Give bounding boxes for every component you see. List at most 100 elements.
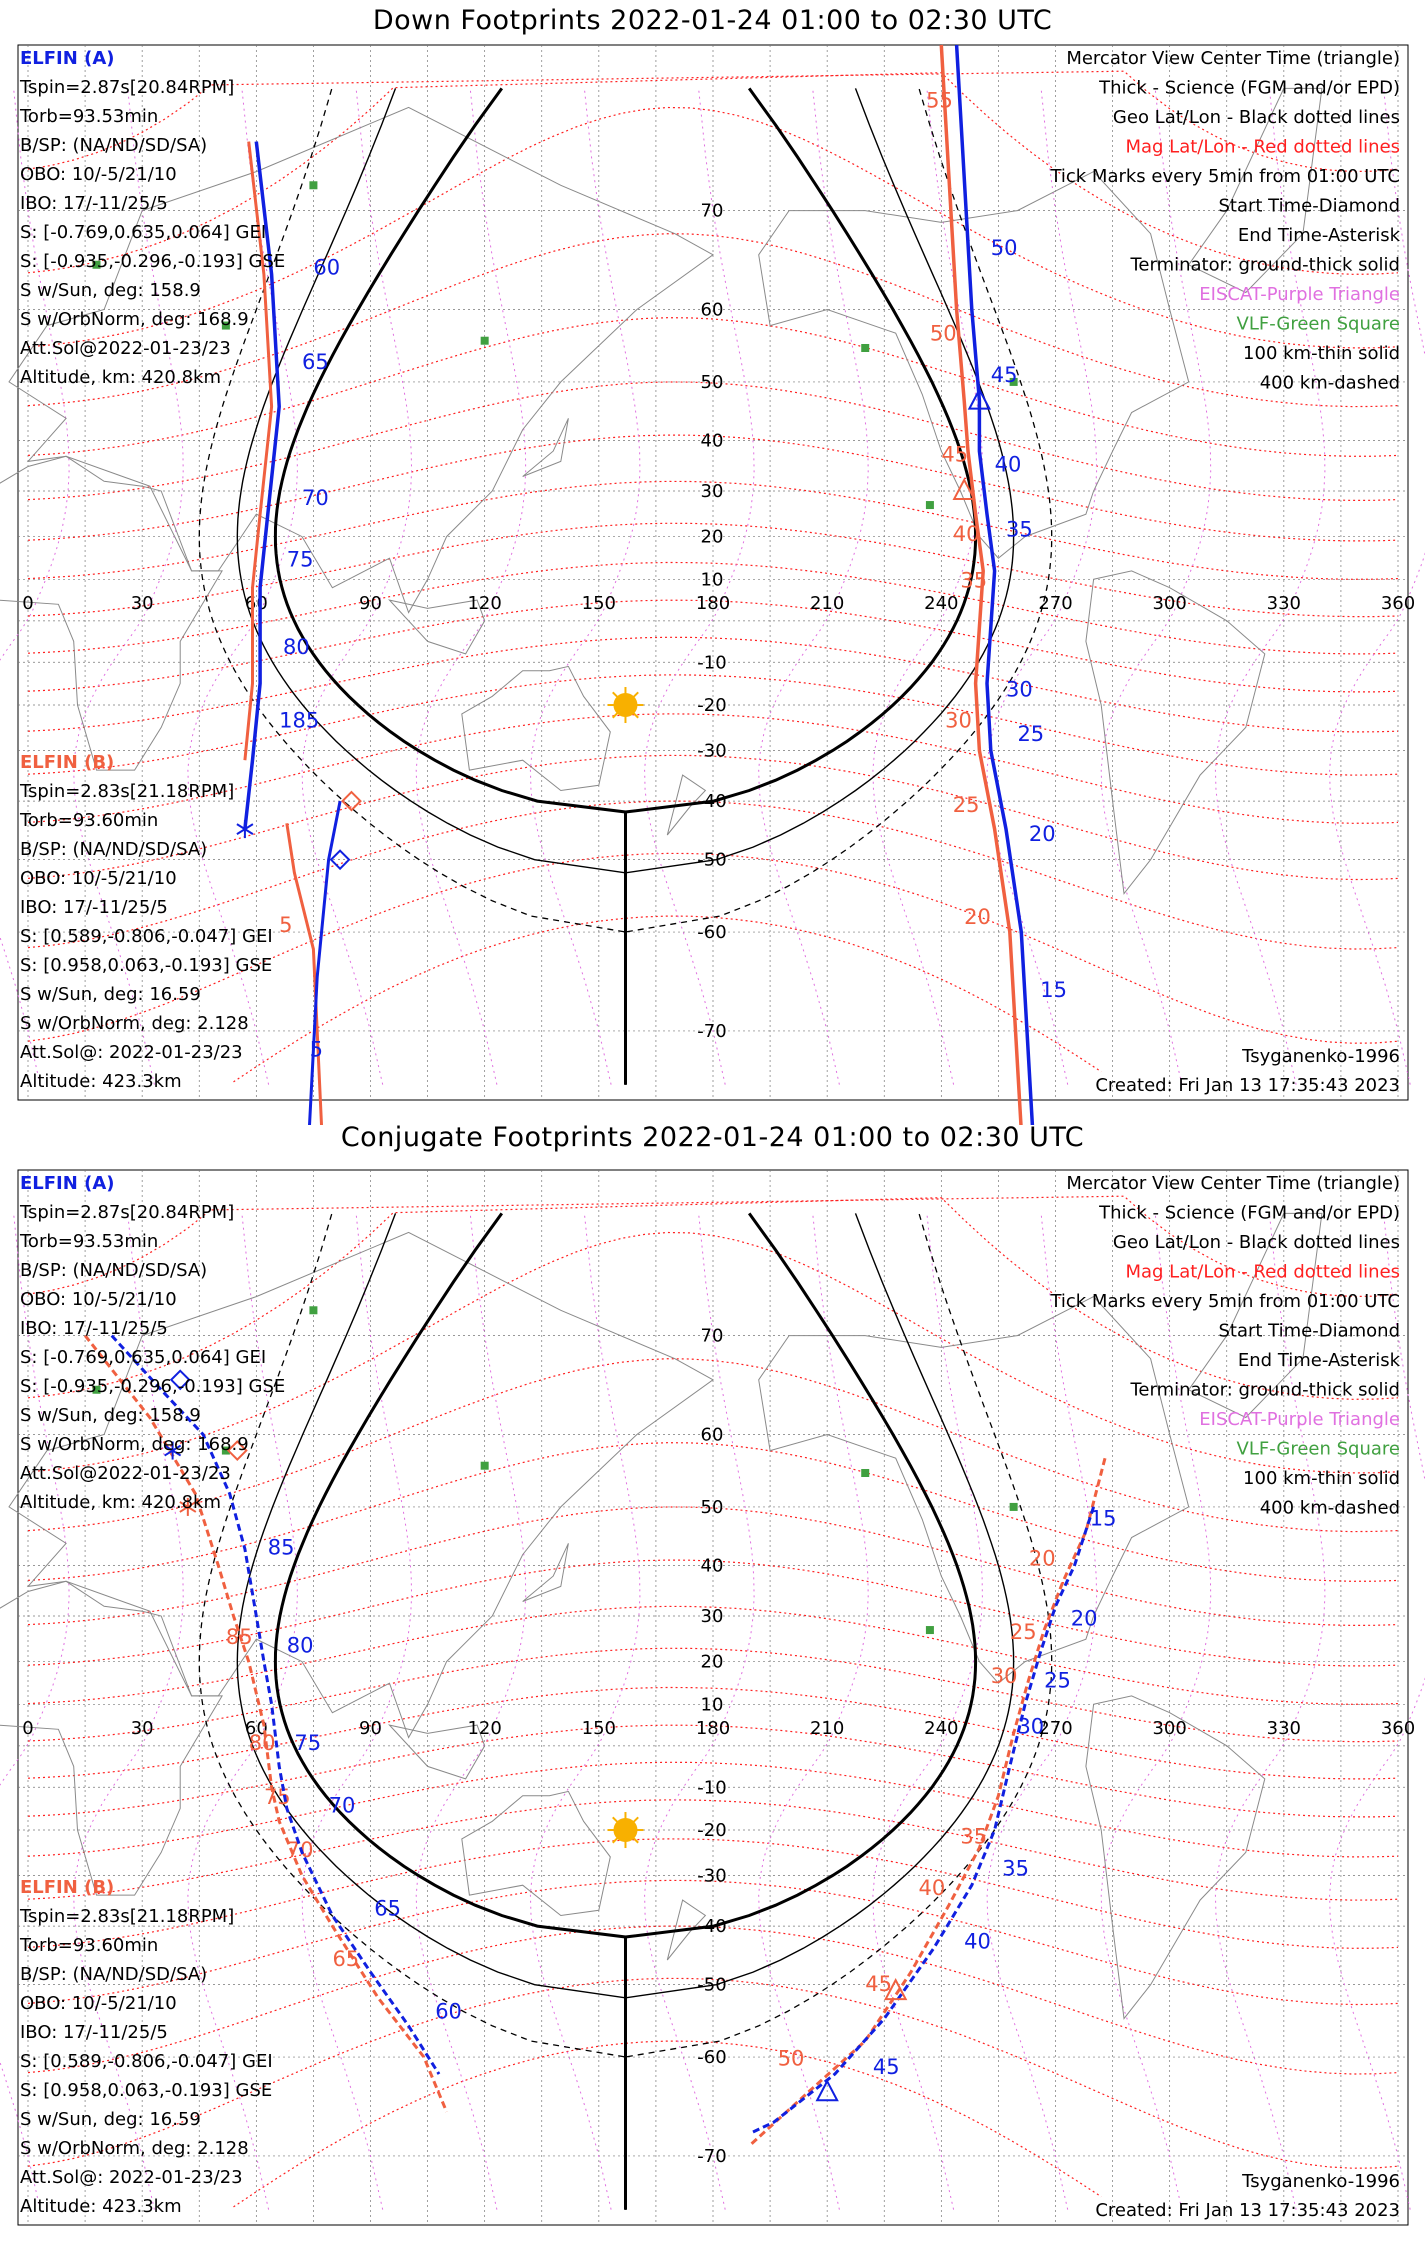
mag-latitude-line [27, 434, 1399, 542]
lat-tick-label: 40 [701, 1555, 724, 1576]
info-line: S w/Sun, deg: 158.9 [20, 1405, 201, 1426]
terminator-100km-west [236, 88, 627, 1085]
legend-item: Tick Marks every 5min from 01:00 UTC [1049, 166, 1400, 187]
info-line: Torb=93.53min [19, 106, 158, 127]
mag-longitude-line [872, 88, 983, 1085]
terminator-100km-east [624, 1213, 1015, 2210]
lon-tick-label: 90 [359, 593, 382, 614]
terminator-ground-west [273, 1212, 627, 2210]
track-tick-label: 50 [930, 322, 957, 346]
lon-axis: 0 30 60 90 120 150 180 210 240 270 300 330 360 [22, 1718, 1415, 1739]
mag-latitude-line [27, 1605, 1399, 1705]
terminator-400km-west [198, 88, 627, 1085]
lat-tick-label: -20 [697, 1820, 726, 1841]
lat-tick-label: -60 [697, 2047, 726, 2068]
lat-tick-label: 10 [701, 569, 724, 590]
mag-longitude-line [758, 1213, 869, 2210]
lon-tick-label: 270 [1038, 593, 1072, 614]
lon-tick-label: 360 [1381, 1718, 1415, 1739]
mag-latitude-line [27, 1724, 1399, 1818]
info-line: Tspin=2.83s[21.18RPM] [19, 1906, 234, 1927]
info-line: OBO: 10/-5/21/10 [20, 1289, 177, 1310]
mag-longitude-line [1100, 88, 1212, 1085]
legend-item: Mag Lat/Lon - Red dotted lines [1125, 137, 1400, 158]
terminator-100km-east [624, 88, 1015, 1085]
mag-latitude-line [27, 522, 1399, 618]
info-line: S w/Sun, deg: 16.59 [20, 2109, 201, 2130]
coastline [388, 599, 486, 655]
info-line: Altitude: 423.3km [20, 2196, 182, 2217]
model-credit: Tsyganenko-1996 [1241, 2171, 1400, 2192]
coastline [666, 1899, 707, 1961]
mag-latitude-line [27, 381, 1399, 502]
coastlines [0, 87, 1323, 895]
lat-tick-label: 70 [701, 1326, 724, 1347]
mag-latitude-line [27, 852, 1399, 1044]
terminator-ground-east [624, 1212, 978, 2210]
terminator-ground-west [273, 87, 627, 1085]
mag-latitude-line [27, 1506, 1399, 1627]
legend-item: Mag Lat/Lon - Red dotted lines [1125, 1262, 1400, 1283]
start-time-diamond [169, 1369, 191, 1391]
info-line: S w/Sun, deg: 158.9 [20, 280, 201, 301]
track-tick-label: 30 [1006, 677, 1033, 701]
track-tick-label: 30 [991, 1664, 1018, 1688]
legend-item: Geo Lat/Lon - Black dotted lines [1113, 107, 1400, 128]
legend-item: Terminator: ground-thick solid [1129, 255, 1400, 276]
mag-latitude-line [233, 915, 1102, 1083]
lat-tick-label: 60 [701, 300, 724, 321]
legend-item: End Time-Asterisk [1238, 1350, 1401, 1371]
mag-latitude-line [27, 1761, 1399, 1858]
created-timestamp: Created: Fri Jan 13 17:35:43 2023 [1095, 1075, 1400, 1096]
mag-latitude-line [27, 1925, 1399, 2075]
track-tick-label: 80 [287, 1634, 314, 1658]
coastline [388, 1724, 486, 1780]
info-line: Tspin=2.83s[21.18RPM] [19, 781, 234, 802]
vlf-green-square [309, 1306, 318, 1315]
terminator [198, 87, 1053, 1085]
info-line: IBO: 17/-11/25/5 [20, 193, 168, 214]
lon-tick-label: 180 [696, 1718, 730, 1739]
lon-tick-label: 150 [582, 1718, 616, 1739]
lat-tick-label: -60 [697, 922, 726, 943]
down-footprints-map: 0 30 60 90 120 150 180 210 240 270 300 330 360706050… [0, 44, 1425, 1125]
track-tick-label: 80 [249, 1731, 276, 1755]
mag-longitude-line [529, 88, 641, 1085]
sun-icon [607, 687, 644, 724]
end-time-asterisk [164, 1444, 182, 1457]
mag-latitude-line [27, 1977, 1399, 2169]
info-line: S: [-0.769,0.635,0.064] GEI [20, 222, 266, 243]
track-tick-label: 30 [945, 708, 972, 732]
legend-item: Terminator: ground-thick solid [1129, 1380, 1400, 1401]
vlf-green-square [480, 336, 489, 345]
info-line: B/SP: (NA/ND/SD/SA) [20, 1260, 207, 1281]
track-tick-label: 75 [264, 1785, 291, 1809]
lat-tick-label: -70 [697, 1021, 726, 1042]
info-line: B/SP: (NA/ND/SD/SA) [20, 1964, 207, 1985]
mag-latitude-line [27, 800, 1399, 950]
coastline [1187, 1212, 1323, 1419]
lat-tick-label: -30 [697, 741, 726, 762]
mag-latitude-line [27, 674, 1399, 776]
track-tick-label: 20 [964, 905, 991, 929]
elfin-b-track-east: 55 50 45 40 35 30 25 20 [926, 44, 1023, 1125]
start-time-diamond [329, 849, 351, 871]
info-line: Att.Sol@: 2022-01-23/23 [20, 1042, 243, 1063]
start-time-diamond [341, 790, 362, 812]
center-time-triangle [967, 387, 992, 410]
elfin-b-info: ELFIN (B) Tspin=2.83s[21.18RPM] Torb=93.60… [19, 1877, 273, 2217]
lat-tick-label: 30 [701, 1606, 724, 1627]
track-markers [236, 387, 992, 871]
info-line: OBO: 10/-5/21/10 [20, 1993, 177, 2014]
legend-item: Geo Lat/Lon - Black dotted lines [1113, 1232, 1400, 1253]
vlf-green-square [925, 1626, 934, 1635]
mag-latitude-line [233, 2040, 1102, 2208]
info-line: Torb=93.60min [19, 810, 158, 831]
mag-latitude-line [27, 1197, 1399, 1400]
elfin-a-track-east-line [954, 44, 1035, 1125]
terminator-400km-west [198, 1213, 627, 2210]
elfin-b-info: ELFIN (B) Tspin=2.83s[21.18RPM] Torb=93.60… [19, 752, 273, 1092]
terminator [198, 1212, 1053, 2210]
